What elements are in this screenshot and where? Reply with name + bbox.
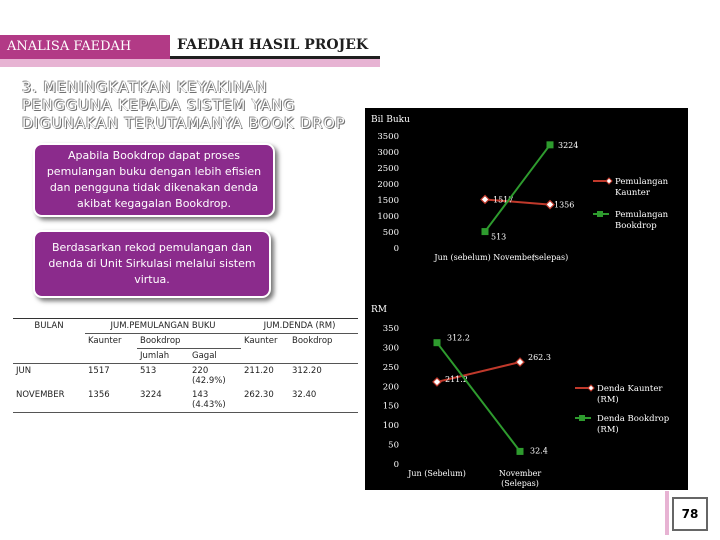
- cell-denda-kaunter: 262.30: [241, 388, 289, 413]
- y-tick-label: 50: [388, 441, 399, 451]
- cell-bulan: NOVEMBER: [13, 388, 85, 413]
- data-point: [515, 357, 525, 367]
- legend-label: Denda Kaunter: [597, 384, 663, 394]
- plot-area: [405, 328, 593, 464]
- cell-bd-gagal: 220 (42.9%): [192, 366, 226, 386]
- point-heading-line-1: 3. MENINGKATKAN KEYAKINAN: [22, 80, 268, 96]
- cell-denda-bookdrop: 32.40: [289, 388, 358, 413]
- y-tick-label: 3500: [377, 132, 399, 142]
- y-tick-label: 200: [383, 382, 399, 392]
- data-label: 1517: [493, 195, 513, 204]
- legend-label: Denda Bookdrop: [597, 414, 670, 424]
- legend-label: Pemulangan: [615, 177, 669, 187]
- col-gagal-header: Gagal: [189, 348, 241, 364]
- data-point: [545, 199, 555, 210]
- legend-label: (RM): [597, 424, 619, 435]
- legend-label: Kaunter: [615, 188, 651, 198]
- data-point: [481, 228, 489, 236]
- chart-title: RM: [371, 305, 387, 315]
- legend-swatch-marker: [605, 177, 613, 185]
- legend-label: (RM): [597, 394, 619, 405]
- header-accent-band: [0, 59, 380, 67]
- header-bar: [0, 33, 380, 59]
- point-heading: 3. MENINGKATKAN KEYAKINAN PENGGUNA KEPAD…: [22, 79, 402, 133]
- series-line: [436, 342, 521, 453]
- slide-title: FAEDAH HASIL PROJEK: [177, 37, 369, 53]
- y-tick-label: 500: [383, 228, 399, 238]
- data-point: [516, 447, 524, 455]
- section-tab: ANALISA FAEDAH: [0, 35, 170, 59]
- data-point: [546, 141, 554, 149]
- cell-kaunter: 1356: [85, 388, 137, 413]
- col-bookdrop-header: Bookdrop: [137, 333, 241, 349]
- y-tick-label: 1000: [377, 212, 399, 222]
- cell-bd-gagal: 143 (4.43%): [189, 388, 241, 413]
- page-number: 78: [672, 497, 708, 531]
- x-tick-label: (Selepas): [501, 479, 539, 488]
- cell-bd-jumlah: 513: [140, 366, 157, 376]
- point-heading-line-2: PENGGUNA KEPADA SISTEM YANG: [22, 98, 296, 114]
- y-tick-label: 150: [383, 402, 399, 412]
- cell-denda-bookdrop: 312.20: [292, 366, 322, 376]
- legend-swatch-marker: [597, 211, 603, 217]
- col-denda-header: JUM.DENDA (RM): [241, 318, 358, 334]
- x-tick-label: (selepas): [532, 253, 568, 262]
- data-point: [480, 194, 490, 205]
- legend-label: Pemulangan: [615, 210, 669, 220]
- cell-bulan: JUN: [16, 366, 32, 376]
- x-tick-label: Jun (Sebelum): [407, 469, 466, 478]
- y-tick-label: 0: [394, 460, 399, 470]
- data-label: 1356: [554, 201, 574, 210]
- callout-records-text: Berdasarkan rekod pemulangan dan denda d…: [48, 241, 256, 286]
- y-tick-label: 3000: [377, 148, 399, 158]
- chart-bil-buku-svg: Bil Buku 0 500 1000 1500 2000 2500 3000 3500 Jun …: [371, 115, 669, 262]
- data-label: 312.2: [447, 334, 470, 343]
- summary-table: BULAN JUM.PEMULANGAN BUKU JUM.DENDA (RM)…: [13, 318, 358, 413]
- col-jumlah-header: Jumlah: [137, 348, 189, 364]
- col-denda-kaunter-header: Kaunter: [244, 336, 278, 346]
- data-label: 3224: [558, 141, 578, 150]
- y-tick-label: 350: [383, 324, 399, 334]
- y-tick-label: 300: [383, 343, 399, 353]
- data-label: 513: [491, 233, 506, 242]
- series-line: [484, 144, 551, 233]
- chart-title: Bil Buku: [371, 115, 410, 125]
- chart-denda: RM 0 50 100 150 200 250 300 350 Jun (Sebelum) Nove…: [365, 298, 688, 490]
- col-denda-bookdrop-header: Bookdrop: [292, 336, 333, 346]
- data-point: [432, 377, 442, 387]
- col-bulan-header: BULAN: [13, 318, 85, 334]
- chart-bil-buku: Bil Buku 0 500 1000 1500 2000 2500 3000 3500 Jun …: [365, 108, 688, 298]
- y-tick-label: 1500: [377, 196, 399, 206]
- col-kaunter-header: Kaunter: [88, 336, 122, 346]
- callout-efficiency-text: Apabila Bookdrop dapat proses pemulangan…: [46, 149, 262, 210]
- table-row: NOVEMBER 1356 3224 143 (4.43%) 262.30 32…: [13, 388, 358, 413]
- cell-bd-jumlah: 3224: [137, 388, 189, 413]
- data-label: 262.3: [528, 353, 551, 362]
- y-tick-label: 250: [383, 363, 399, 373]
- chart-denda-svg: RM 0 50 100 150 200 250 300 350 Jun (Sebelum) Nove…: [371, 305, 670, 488]
- plot-area: [405, 136, 613, 248]
- data-label: 32.4: [530, 446, 548, 455]
- y-tick-label: 2000: [377, 180, 399, 190]
- y-tick-label: 2500: [377, 164, 399, 174]
- y-tick-label: 100: [383, 421, 399, 431]
- col-pemulangan-header: JUM.PEMULANGAN BUKU: [85, 318, 241, 334]
- y-tick-label: 0: [394, 244, 399, 254]
- series-line: [436, 361, 521, 383]
- table-row: JUN 1517 513 220 (42.9%) 211.20 312.20: [13, 364, 358, 389]
- data-point: [433, 339, 441, 347]
- cell-kaunter: 1517: [88, 366, 110, 376]
- x-tick-label: Jun (sebelum) November: [433, 253, 535, 262]
- legend-label: Bookdrop: [615, 221, 657, 231]
- point-heading-line-3: DIGUNAKAN TERUTAMANYA BOOK DROP: [22, 116, 346, 132]
- callout-efficiency: Apabila Bookdrop dapat proses pemulangan…: [33, 143, 275, 217]
- legend-swatch-marker: [579, 415, 585, 421]
- page-edge-accent: [665, 491, 669, 535]
- callout-records: Berdasarkan rekod pemulangan dan denda d…: [33, 230, 271, 298]
- data-label: 211.2: [445, 375, 468, 384]
- cell-denda-kaunter: 211.20: [244, 366, 274, 376]
- legend-swatch-marker: [587, 384, 595, 392]
- series-line: [484, 198, 551, 206]
- x-tick-label: November: [499, 469, 542, 478]
